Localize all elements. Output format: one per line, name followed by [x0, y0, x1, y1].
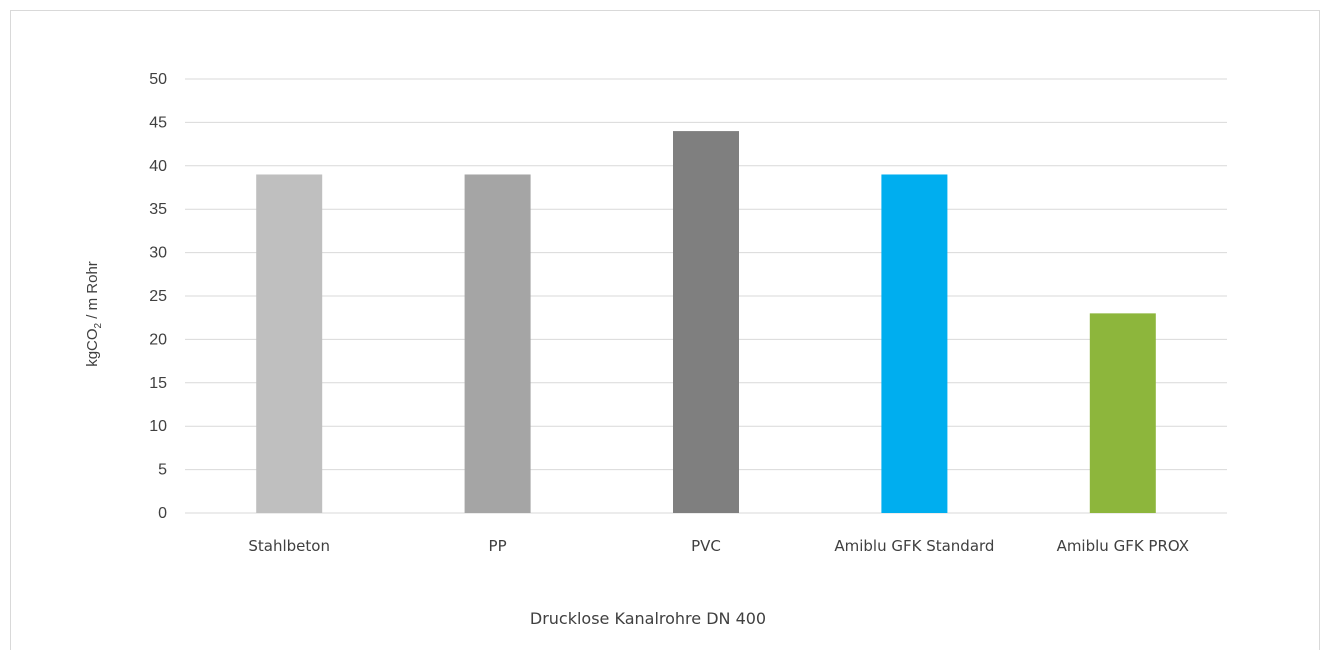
- bar-pp: [464, 174, 531, 514]
- y-tick-label: 0: [158, 505, 167, 522]
- y-tick-label: 25: [149, 288, 167, 305]
- bars: [256, 131, 1156, 514]
- y-tick-label: 20: [149, 331, 167, 348]
- bar-amiblu-gfk-standard: [881, 174, 948, 514]
- x-category-label: PP: [489, 537, 507, 555]
- y-tick-label: 45: [149, 114, 167, 131]
- x-category-label: Amiblu GFK PROX: [1057, 537, 1189, 555]
- y-axis-tick-labels: 0 5 10 15 20 25 30 35 40 45 50: [149, 71, 167, 522]
- bar-pvc: [673, 131, 739, 513]
- y-tick-label: 30: [149, 245, 167, 262]
- chart-container: 0 5 10 15 20 25 30 35 40 45 50 Stahlbeton PP PVC Amib…: [10, 10, 1320, 650]
- y-tick-label: 35: [149, 201, 167, 218]
- bar-chart: 0 5 10 15 20 25 30 35 40 45 50 Stahlbeton PP PVC Amib…: [84, 71, 1227, 628]
- bar-amiblu-gfk-prox: [1089, 313, 1156, 513]
- y-tick-label: 5: [158, 462, 167, 479]
- y-tick-label: 10: [149, 418, 167, 435]
- x-axis-title: Drucklose Kanalrohre DN 400: [530, 609, 766, 628]
- y-axis-title: kgCO2 / m Rohr: [84, 261, 104, 367]
- x-category-label: Amiblu GFK Standard: [834, 537, 994, 555]
- y-tick-label: 50: [149, 71, 167, 88]
- x-category-label: PVC: [691, 537, 721, 555]
- y-tick-label: 15: [149, 375, 167, 392]
- x-category-label: Stahlbeton: [248, 537, 330, 555]
- y-tick-label: 40: [149, 158, 167, 175]
- bar-stahlbeton: [256, 174, 323, 514]
- y-axis-title-subscript: 2: [93, 322, 104, 328]
- x-axis-category-labels: Stahlbeton PP PVC Amiblu GFK Standard Amiblu…: [248, 537, 1189, 555]
